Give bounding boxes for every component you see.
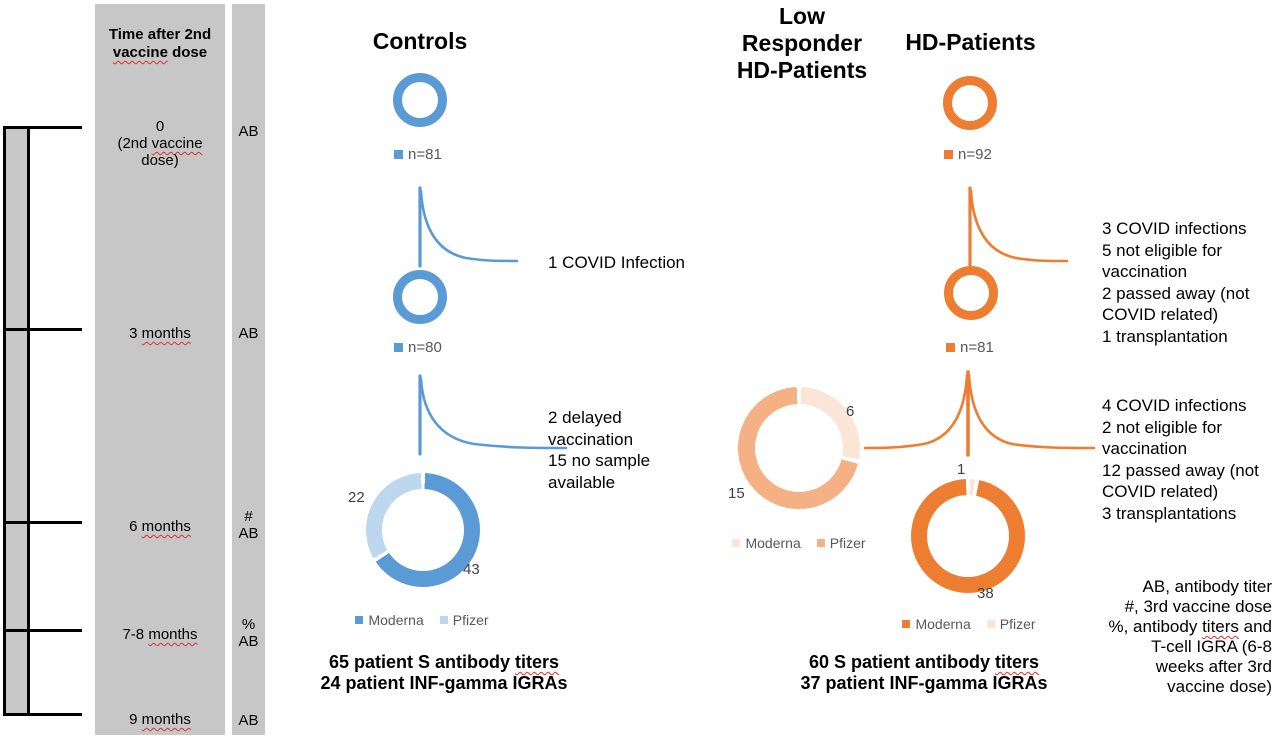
controls-note-3mo: 1 COVID Infection: [548, 253, 686, 272]
timeline-column: Time after 2nd vaccine dose 0 (2nd vacci…: [95, 4, 225, 735]
decay-curve: [419, 377, 568, 450]
time-label-0: 0 (2nd vaccine dose): [117, 118, 203, 169]
hd-3mo-ring: [944, 266, 998, 320]
hd-dropout-curve-3mo: [968, 186, 1069, 268]
measure-label-6mo: # AB: [238, 508, 259, 542]
hd-note-3mo: 3 COVID infections 5 not eligible for va…: [1102, 219, 1250, 346]
legend-square-icon: [986, 620, 995, 628]
controls-3mo-ring: [393, 270, 447, 324]
legend-label: Moderna: [368, 612, 424, 628]
timeline-tick-6mo: [3, 521, 82, 524]
hd-vaccine-legend: Moderna Pfizer: [899, 616, 1039, 632]
legend-label: Pfizer: [999, 616, 1036, 632]
time-label-7-8mo: 7-8 months: [122, 626, 198, 643]
hd-note-6mo: 4 COVID infections 2 not eligible for va…: [1102, 396, 1259, 523]
measure-label-3mo: AB: [238, 325, 259, 342]
legend-label: Moderna: [915, 616, 971, 632]
measure-column: AB AB # AB % AB AB: [232, 4, 265, 735]
controls-moderna-value: 43: [463, 561, 480, 578]
hd-split-curve-6mo: [863, 370, 1096, 457]
legend-item-pfizer: Pfizer: [986, 616, 1036, 632]
timeline-tick-9mo: [3, 713, 82, 716]
controls-baseline-n-legend: n=81: [394, 146, 442, 163]
hd-baseline-ring: [943, 76, 997, 130]
legend-item-moderna: Moderna: [355, 612, 424, 628]
legend-item-pfizer: Pfizer: [816, 535, 866, 551]
decay-curve: [419, 189, 519, 263]
timeline-tick-3mo: [3, 328, 82, 331]
legend-square-icon: [394, 150, 403, 159]
legend-square-icon: [902, 620, 911, 628]
timeline-tick-0: [3, 126, 82, 129]
timeline-tick-7-8mo: [3, 629, 82, 632]
controls-3mo-n-legend: n=80: [394, 339, 442, 356]
decay-curve-left: [863, 373, 969, 450]
controls-note-6mo: 2 delayed vaccination 15 no sample avail…: [548, 408, 651, 492]
legend-label: Pfizer: [829, 535, 866, 551]
hd-3mo-n-legend: n=81: [946, 339, 994, 356]
timeline-header: Time after 2nd vaccine dose: [108, 26, 212, 61]
controls-vaccine-donut: [366, 473, 480, 587]
legend-label: Pfizer: [452, 612, 489, 628]
time-label-3mo: 3 months: [129, 325, 191, 342]
hd-vaccine-donut: [911, 479, 1025, 593]
legend-square-icon: [439, 616, 448, 624]
legend-square-icon: [946, 343, 955, 352]
time-label-6mo: 6 months: [129, 518, 191, 535]
measure-label-9mo: AB: [238, 712, 259, 729]
controls-summary: 65 patient S antibody titers 24 patient …: [320, 652, 568, 693]
hd-baseline-n: n=92: [958, 146, 992, 163]
controls-dropout-curve-3mo: [418, 186, 519, 268]
controls-pfizer-value: 22: [348, 489, 365, 506]
legend-square-icon: [355, 616, 364, 624]
controls-dropout-curve-6mo: [418, 374, 568, 456]
measure-label-7-8mo: % AB: [238, 616, 259, 650]
hd-baseline-n-legend: n=92: [944, 146, 992, 163]
timeline-bracket: [3, 126, 30, 716]
legend-square-icon: [816, 539, 825, 547]
legend-square-icon: [732, 539, 741, 547]
hd-title: HD-Patients: [905, 29, 1036, 55]
hd-3mo-n: n=81: [960, 339, 994, 356]
legend-item-moderna: Moderna: [902, 616, 971, 632]
legend-square-icon: [944, 150, 953, 159]
legend-square-icon: [394, 343, 403, 352]
abbreviation-footnote: AB, antibody titer #, 3rd vaccine dose %…: [1108, 577, 1273, 696]
legend-item-moderna: Moderna: [732, 535, 801, 551]
low-responder-vaccine-donut: [738, 387, 860, 509]
controls-vaccine-legend: Moderna Pfizer: [352, 612, 492, 628]
controls-baseline-ring: [393, 73, 447, 127]
low-responder-vaccine-legend: Moderna Pfizer: [729, 535, 869, 551]
legend-label: Moderna: [745, 535, 801, 551]
controls-baseline-n: n=81: [408, 146, 442, 163]
time-label-9mo: 9 months: [129, 711, 191, 728]
hd-pfizer-value: 1: [957, 461, 966, 478]
legend-item-pfizer: Pfizer: [439, 612, 489, 628]
controls-title: Controls: [372, 28, 468, 54]
decay-curve-right: [967, 373, 1096, 450]
decay-curve: [969, 189, 1069, 263]
low-responder-title: Low Responder HD-Patients: [736, 3, 868, 83]
measure-label-0: AB: [238, 123, 259, 140]
low-responder-moderna-value: 6: [846, 403, 855, 420]
hd-summary: 60 S patient antibody titers 37 patient …: [800, 652, 1048, 693]
controls-3mo-n: n=80: [408, 339, 442, 356]
hd-moderna-value: 38: [977, 585, 994, 602]
low-responder-pfizer-value: 15: [728, 485, 745, 502]
